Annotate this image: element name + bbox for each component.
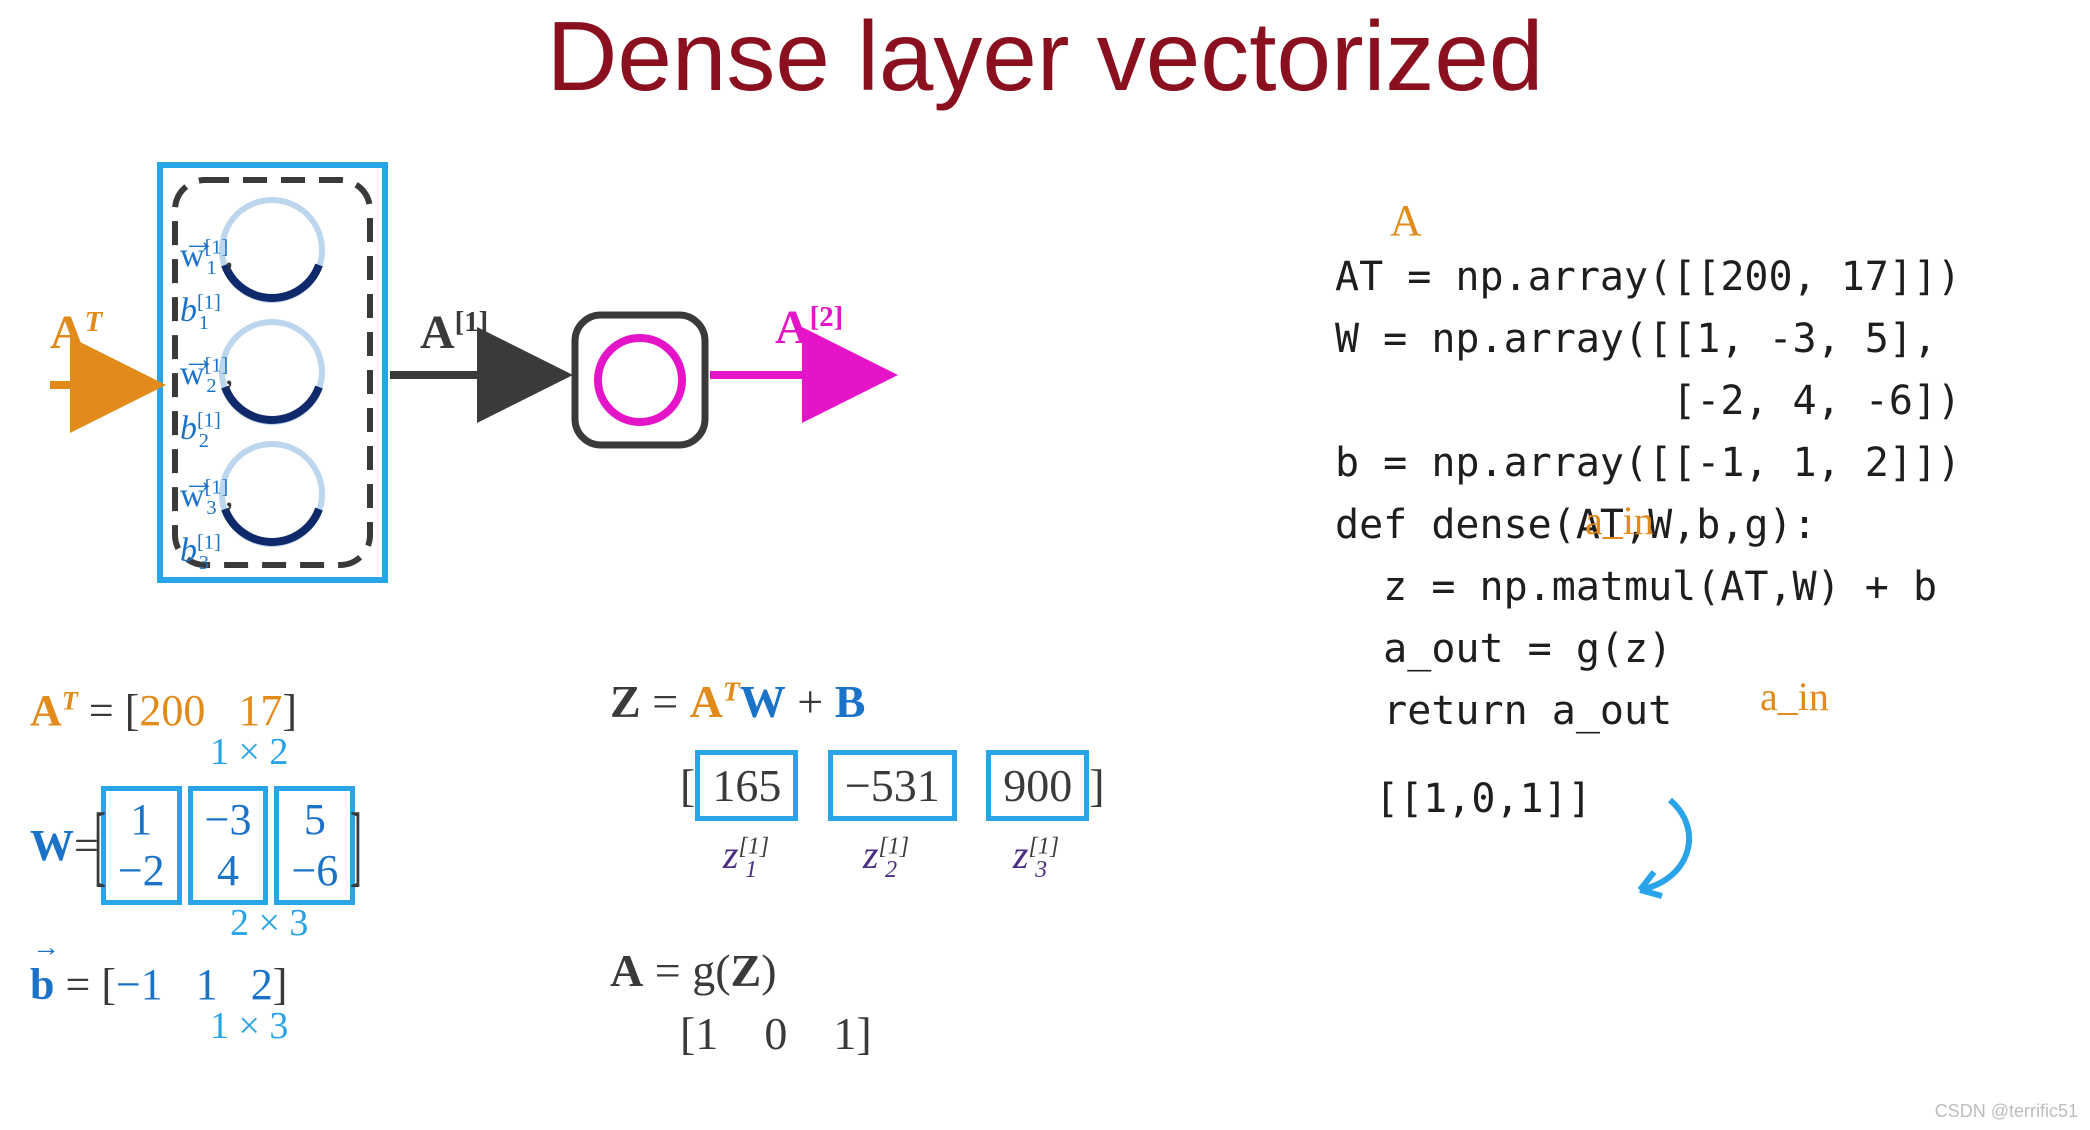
w-dim: 2 × 3 (230, 901, 357, 945)
code-anno-ain-2: a_in (1760, 673, 1829, 720)
at-dim: 1 × 2 (210, 730, 357, 774)
watermark: CSDN @terrific51 (1935, 1101, 2078, 1122)
z-labels-row: z[1]1 z[1]2 z[1]3 (690, 831, 1105, 884)
neuron-param-row: →w[1]1 , b[1]1 (180, 229, 271, 347)
b-dim: 1 × 3 (210, 1004, 357, 1048)
code-block: A AT = np.array([[200, 17]]) W = np.arra… (1335, 195, 1961, 822)
network-diagram (20, 160, 940, 600)
left-math: AT = [200 17] 1 × 2 W = [ 1−2 −34 5−6 ] … (30, 685, 357, 1048)
return-arrow-icon (1610, 790, 1710, 910)
a1-label: A[1] (420, 305, 488, 360)
z-equation: Z = ATW + B (610, 675, 1105, 728)
z-values-row: [165 −531 900] (680, 750, 1105, 821)
b-equation: →b = [−1 1 2] (30, 959, 357, 1010)
neuron-param-row: →w[1]3 , b[1]3 (180, 469, 271, 580)
center-math: Z = ATW + B [165 −531 900] z[1]1 z[1]2 z… (610, 675, 1105, 1060)
neuron-param-row: →w[1]2 , b[1]2 (180, 347, 271, 469)
neuron-params: →w[1]1 , b[1]1 →w[1]2 , b[1]2 →w[1]3 , b… (180, 232, 271, 580)
w-equation: W = [ 1−2 −34 5−6 ] (30, 786, 357, 905)
code-anno-ain-1: a_in (1585, 497, 1654, 544)
at-equation: AT = [200 17] (30, 685, 357, 736)
page-title: Dense layer vectorized (0, 0, 2090, 113)
code-anno-A: A (1390, 195, 1961, 246)
at-label: AT (50, 305, 102, 360)
layer2-neuron (598, 338, 682, 422)
a-values-row: [1 0 1] (680, 1007, 1105, 1060)
a2-label: A[2] (775, 300, 843, 355)
a-equation: A = g(Z) (610, 944, 1105, 997)
code-lines: AT = np.array([[200, 17]]) W = np.array(… (1335, 246, 1961, 742)
